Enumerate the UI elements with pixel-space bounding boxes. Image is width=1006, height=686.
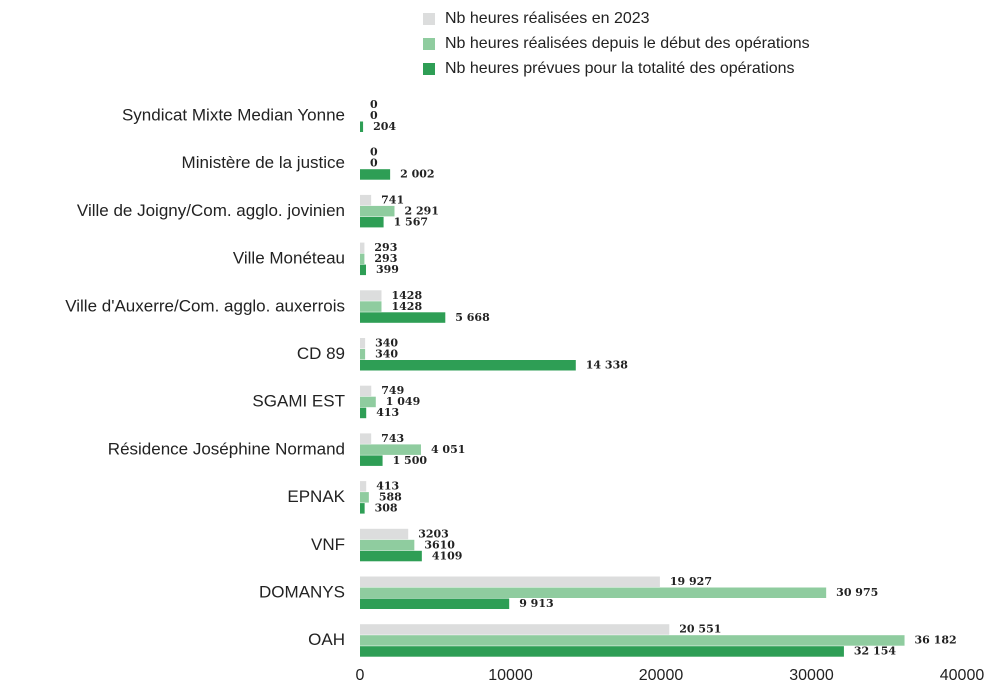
bar: [360, 646, 844, 657]
value-label: 308: [375, 502, 398, 515]
x-tick-label: 30000: [789, 667, 834, 684]
value-label: 0: [370, 109, 378, 122]
category-label: EPNAK: [287, 487, 345, 506]
value-label: 1428: [391, 289, 422, 302]
bar: [360, 624, 670, 635]
x-tick-label: 20000: [639, 667, 684, 684]
category-label: Syndicat Mixte Median Yonne: [122, 105, 345, 124]
bar: [360, 455, 383, 466]
bar: [360, 598, 510, 609]
value-label: 9 913: [519, 597, 553, 610]
bar: [360, 264, 367, 276]
bar: [360, 396, 376, 408]
value-label: 30 975: [836, 586, 878, 599]
value-label: 14 338: [586, 359, 628, 372]
bar: [360, 492, 369, 503]
bar: [360, 242, 365, 254]
value-label: 5 668: [455, 311, 490, 324]
legend-swatch: [423, 13, 435, 25]
category-label: DOMANYS: [259, 582, 345, 601]
value-label: 4109: [432, 549, 463, 562]
bar: [360, 216, 384, 228]
category-label: Ministère de la justice: [182, 153, 345, 172]
value-label: 293: [374, 241, 397, 254]
legend-swatch: [423, 38, 435, 50]
value-label: 413: [376, 406, 399, 419]
bar: [360, 205, 395, 217]
value-label: 36 182: [915, 634, 957, 647]
legend-label: Nb heures prévues pour la totalité des o…: [445, 60, 795, 77]
value-label: 340: [375, 337, 398, 350]
value-label: 3610: [424, 538, 455, 551]
value-label: 204: [373, 120, 396, 133]
value-label: 1 500: [393, 454, 428, 467]
value-label: 741: [381, 193, 404, 206]
value-label: 20 551: [679, 623, 721, 636]
value-label: 19 927: [670, 575, 712, 588]
value-label: 0: [370, 146, 378, 159]
value-label: 0: [370, 157, 378, 170]
bar: [360, 433, 372, 444]
category-label: Résidence Joséphine Normand: [108, 439, 345, 458]
category-label: Ville Monéteau: [233, 249, 345, 268]
bar: [360, 576, 660, 587]
legend-swatch: [423, 63, 435, 75]
bar: [360, 550, 422, 562]
category-label: VNF: [311, 535, 345, 554]
value-label: 293: [374, 252, 397, 265]
value-label: 588: [379, 491, 402, 504]
category-label: SGAMI EST: [252, 392, 345, 411]
bar: [360, 528, 409, 540]
bar: [360, 360, 576, 371]
bar: [360, 253, 365, 265]
bar: [360, 587, 827, 598]
bar: [360, 338, 366, 349]
value-label: 399: [376, 263, 399, 276]
bar: [360, 121, 364, 132]
x-tick-label: 0: [356, 667, 365, 684]
x-tick-label: 40000: [940, 667, 985, 684]
value-label: 4 051: [431, 443, 465, 456]
legend-label: Nb heures réalisées depuis le début des …: [445, 35, 810, 52]
value-label: 32 154: [854, 645, 896, 658]
category-label: CD 89: [297, 344, 345, 363]
value-label: 1428: [391, 300, 422, 313]
value-label: 1 049: [386, 395, 420, 408]
value-label: 749: [381, 384, 404, 397]
category-label: Ville de Joigny/Com. agglo. jovinien: [77, 201, 345, 220]
bar: [360, 194, 372, 206]
value-label: 413: [376, 480, 399, 493]
value-label: 0: [370, 98, 378, 111]
category-label: Ville d'Auxerre/Com. agglo. auxerrois: [65, 296, 345, 315]
value-label: 1 567: [394, 215, 428, 228]
bar: [360, 481, 367, 492]
bar: [360, 503, 365, 514]
bar: [360, 635, 905, 646]
bar: [360, 407, 367, 419]
category-label: OAH: [308, 630, 345, 649]
bar: [360, 385, 372, 397]
value-label: 3203: [418, 527, 449, 540]
value-label: 2 002: [400, 168, 434, 181]
bar: [360, 312, 446, 323]
bar: [360, 301, 382, 312]
value-label: 340: [375, 348, 398, 361]
bar: [360, 169, 391, 180]
bar: [360, 290, 382, 301]
legend-label: Nb heures réalisées en 2023: [445, 10, 650, 27]
bar: [360, 444, 421, 455]
value-label: 743: [381, 432, 404, 445]
x-tick-label: 10000: [488, 667, 533, 684]
value-label: 2 291: [404, 204, 438, 217]
bar: [360, 349, 366, 360]
bar: [360, 539, 415, 551]
